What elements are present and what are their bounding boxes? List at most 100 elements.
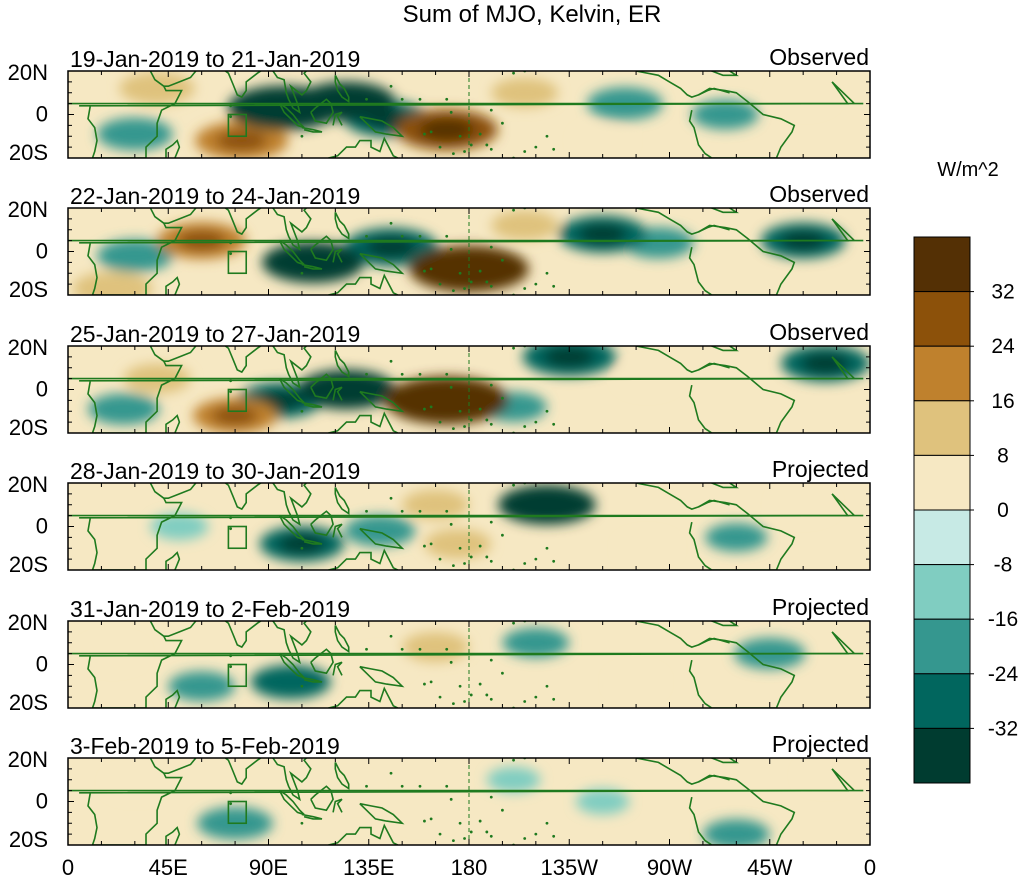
anomaly-feature: [774, 491, 833, 519]
coastline-caribbean: [709, 208, 740, 214]
anomaly-core: [285, 251, 342, 274]
island-dot: [300, 684, 304, 688]
island-dot: [478, 407, 482, 411]
island-dot: [389, 771, 393, 775]
island-dot: [229, 104, 233, 108]
anomaly-feature: [620, 535, 675, 562]
island-dot: [365, 509, 368, 513]
coastlines: [68, 208, 864, 295]
island-dot: [523, 287, 527, 290]
anomaly-core: [211, 405, 259, 426]
island-dot: [512, 758, 515, 762]
island-dot: [452, 427, 455, 431]
anomaly-feature: [353, 651, 407, 678]
y-tick-label: 0: [36, 239, 48, 264]
island-dot: [300, 546, 304, 550]
coastline-australia: [327, 411, 399, 433]
anomaly-feature: [395, 798, 454, 826]
island-dot: [545, 684, 549, 688]
island-dot: [445, 509, 449, 513]
coastline-newguinea: [359, 390, 405, 413]
island-dot: [365, 372, 368, 376]
panel-period-label: 31-Jan-2019 to 2-Feb-2019: [70, 596, 350, 622]
y-tick-label: 0: [36, 789, 48, 814]
panel: 20N 0 20S 19-Jan-2019 to 21-Jan-2019 Observe…: [8, 44, 871, 165]
island-dot: [489, 520, 493, 524]
island-dot: [489, 245, 493, 249]
colorbar-swatch: [913, 291, 971, 347]
island-dot: [458, 684, 462, 688]
chart-title: Sum of MJO, Kelvin, ER: [403, 1, 662, 28]
island-dot: [458, 134, 462, 138]
island-dot: [400, 784, 404, 788]
anomaly-feature: [168, 671, 236, 702]
island-dot: [512, 71, 515, 75]
island-dot: [423, 269, 426, 273]
island-dot: [485, 418, 489, 422]
island-dot: [561, 846, 564, 849]
coastline-arabia: [163, 208, 197, 224]
coastline-philippines: [334, 74, 350, 103]
island-dot: [389, 221, 393, 225]
y-tick-label: 20S: [9, 140, 48, 165]
coastline-centralam: [635, 621, 730, 648]
anomaly-core: [412, 387, 481, 414]
colorbar-tick-label: 24: [991, 335, 1015, 358]
island-dot: [552, 422, 556, 426]
anomaly-feature: [702, 819, 770, 845]
island-dot: [523, 837, 527, 840]
colorbar-swatch: [913, 345, 971, 402]
y-tick-label: 20S: [9, 277, 48, 302]
island-dot: [458, 271, 462, 275]
coastlines: [68, 483, 864, 570]
coastline-borneo: [310, 785, 334, 812]
island-dot: [438, 420, 442, 424]
island-dot: [523, 150, 527, 153]
island-dot: [229, 390, 233, 394]
coastline-arabia: [163, 483, 197, 500]
island-dot: [423, 819, 426, 823]
anomaly-core: [578, 223, 628, 245]
anomaly-core: [253, 95, 316, 121]
island-dot: [478, 544, 482, 548]
colorbar-tick-label: 16: [991, 390, 1014, 413]
island-dot: [423, 682, 426, 686]
anomaly-core: [418, 118, 475, 141]
island-dot: [449, 797, 453, 801]
coastline-southam: [688, 362, 796, 433]
coastline-westafrica2: [68, 631, 864, 655]
island-dot: [489, 108, 493, 112]
coastline-java: [301, 263, 323, 270]
island-dot: [389, 634, 393, 638]
panel-status-label: Projected: [772, 731, 869, 757]
colorbar-swatch: [913, 727, 971, 784]
anomaly-feature: [486, 766, 541, 793]
anomaly-feature: [502, 627, 570, 658]
coastline-centralam: [635, 71, 730, 98]
coastline-africa: [79, 621, 850, 708]
colorbar-tick-label: 32: [991, 281, 1014, 304]
coastline-india: [224, 483, 263, 511]
coastline-arabia: [966, 754, 1002, 774]
island-dot: [501, 808, 504, 812]
island-dot: [229, 527, 233, 531]
coastline-caribbean: [709, 483, 739, 489]
y-tick-label: 20N: [8, 197, 48, 222]
coastline-southam: [688, 224, 796, 295]
panel: 20N 0 20S 28-Jan-2019 to 30-Jan-2019 Project…: [8, 456, 871, 577]
island-dot: [512, 208, 515, 212]
island-dot: [534, 695, 538, 699]
island-dot: [458, 409, 462, 413]
coastline-centralam: [635, 346, 730, 373]
island-dot: [485, 830, 489, 834]
panel-status-label: Observed: [769, 181, 869, 207]
y-tick-label: 20S: [9, 415, 48, 440]
coastline-arabia: [163, 346, 197, 363]
coastline-sulawesi: [332, 386, 343, 401]
island-dot: [438, 695, 442, 699]
coastline-newguinea: [359, 802, 405, 825]
coastline-madagascar: [165, 551, 181, 570]
anomaly-feature: [402, 489, 469, 520]
island-dot: [545, 821, 549, 825]
island-dot: [489, 147, 493, 151]
